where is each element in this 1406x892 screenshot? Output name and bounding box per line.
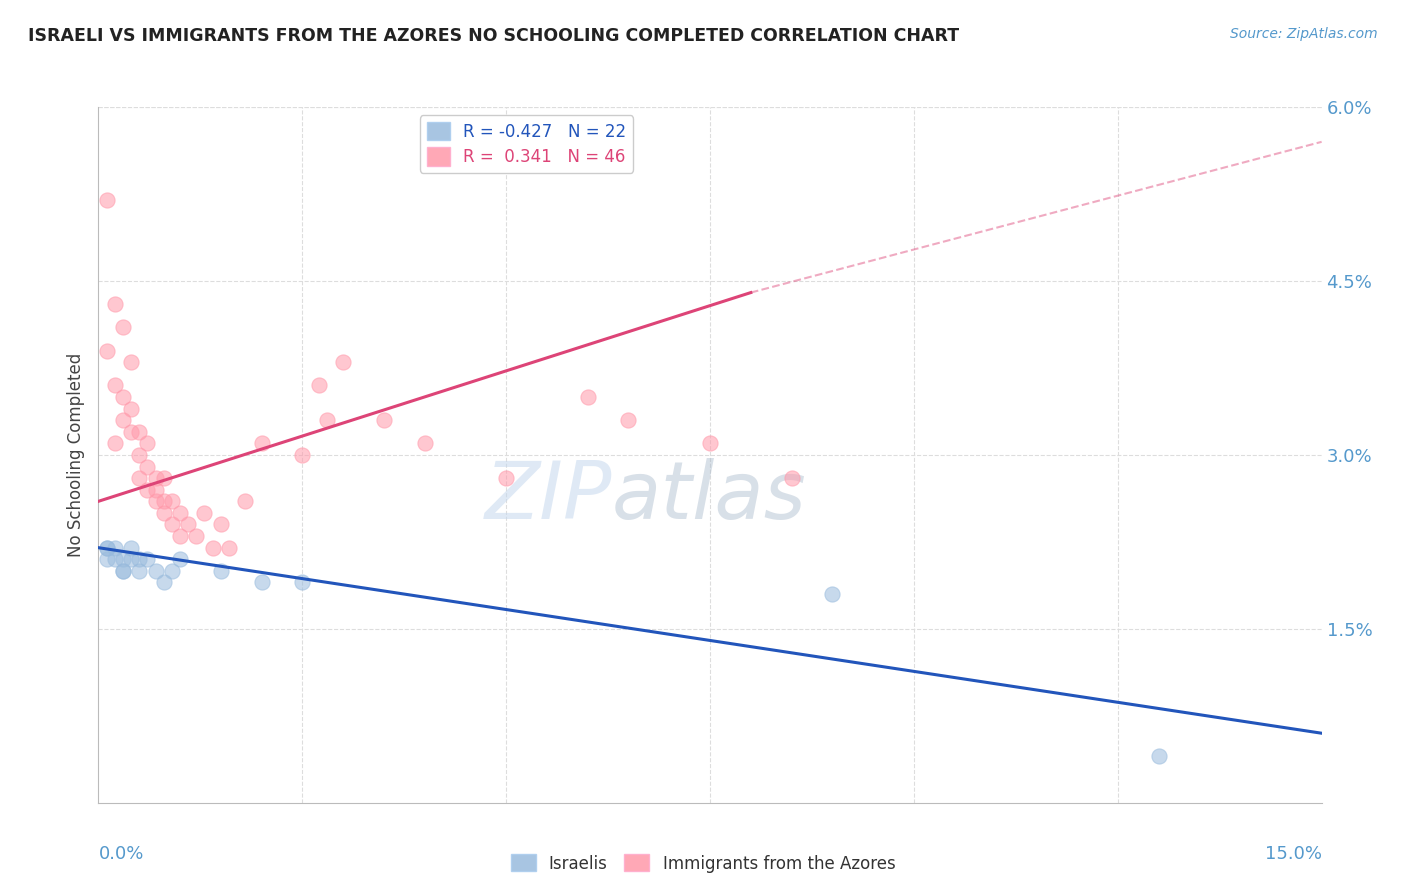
Point <box>152 506 174 520</box>
Point <box>209 564 232 578</box>
Point <box>96 193 118 207</box>
Point <box>218 541 240 555</box>
Text: 15.0%: 15.0% <box>1264 845 1322 863</box>
Point <box>145 564 167 578</box>
Point <box>152 494 174 508</box>
Point <box>152 471 174 485</box>
Point <box>315 413 337 427</box>
Point <box>120 552 142 566</box>
Point <box>1147 749 1170 764</box>
Point <box>111 390 134 404</box>
Point <box>111 320 134 334</box>
Point <box>128 425 150 439</box>
Text: Source: ZipAtlas.com: Source: ZipAtlas.com <box>1230 27 1378 41</box>
Point <box>104 552 127 566</box>
Legend: R = -0.427   N = 22, R =  0.341   N = 46: R = -0.427 N = 22, R = 0.341 N = 46 <box>420 115 633 173</box>
Point <box>291 448 314 462</box>
Point <box>250 436 273 450</box>
Point <box>120 541 142 555</box>
Point <box>104 297 127 311</box>
Point <box>169 529 191 543</box>
Point <box>128 564 150 578</box>
Point <box>128 552 150 566</box>
Point <box>111 564 134 578</box>
Text: atlas: atlas <box>612 458 807 536</box>
Point <box>111 552 134 566</box>
Point <box>233 494 256 508</box>
Point <box>169 506 191 520</box>
Point <box>104 541 127 555</box>
Point <box>120 355 142 369</box>
Point <box>145 494 167 508</box>
Point <box>250 575 273 590</box>
Point <box>96 552 118 566</box>
Point <box>699 436 721 450</box>
Point <box>104 378 127 392</box>
Point <box>136 483 159 497</box>
Y-axis label: No Schooling Completed: No Schooling Completed <box>67 353 86 557</box>
Legend: Israelis, Immigrants from the Azores: Israelis, Immigrants from the Azores <box>503 847 903 880</box>
Point <box>120 401 142 416</box>
Point <box>308 378 330 392</box>
Point <box>186 529 208 543</box>
Point <box>128 448 150 462</box>
Point <box>145 483 167 497</box>
Point <box>373 413 395 427</box>
Point <box>111 564 134 578</box>
Point <box>128 471 150 485</box>
Point <box>209 517 232 532</box>
Point <box>193 506 215 520</box>
Point <box>96 541 118 555</box>
Point <box>617 413 640 427</box>
Point <box>136 459 159 474</box>
Point <box>136 436 159 450</box>
Point <box>160 494 183 508</box>
Point <box>576 390 599 404</box>
Point <box>177 517 200 532</box>
Point <box>413 436 436 450</box>
Point <box>96 343 118 358</box>
Point <box>160 564 183 578</box>
Point <box>169 552 191 566</box>
Text: 0.0%: 0.0% <box>98 845 143 863</box>
Point <box>120 425 142 439</box>
Point <box>145 471 167 485</box>
Point <box>201 541 224 555</box>
Point <box>152 575 174 590</box>
Point <box>821 587 844 601</box>
Point <box>104 436 127 450</box>
Point <box>160 517 183 532</box>
Text: ISRAELI VS IMMIGRANTS FROM THE AZORES NO SCHOOLING COMPLETED CORRELATION CHART: ISRAELI VS IMMIGRANTS FROM THE AZORES NO… <box>28 27 959 45</box>
Point <box>96 541 118 555</box>
Point <box>780 471 803 485</box>
Point <box>111 413 134 427</box>
Point <box>495 471 517 485</box>
Point <box>136 552 159 566</box>
Text: ZIP: ZIP <box>485 458 612 536</box>
Point <box>291 575 314 590</box>
Point <box>332 355 354 369</box>
